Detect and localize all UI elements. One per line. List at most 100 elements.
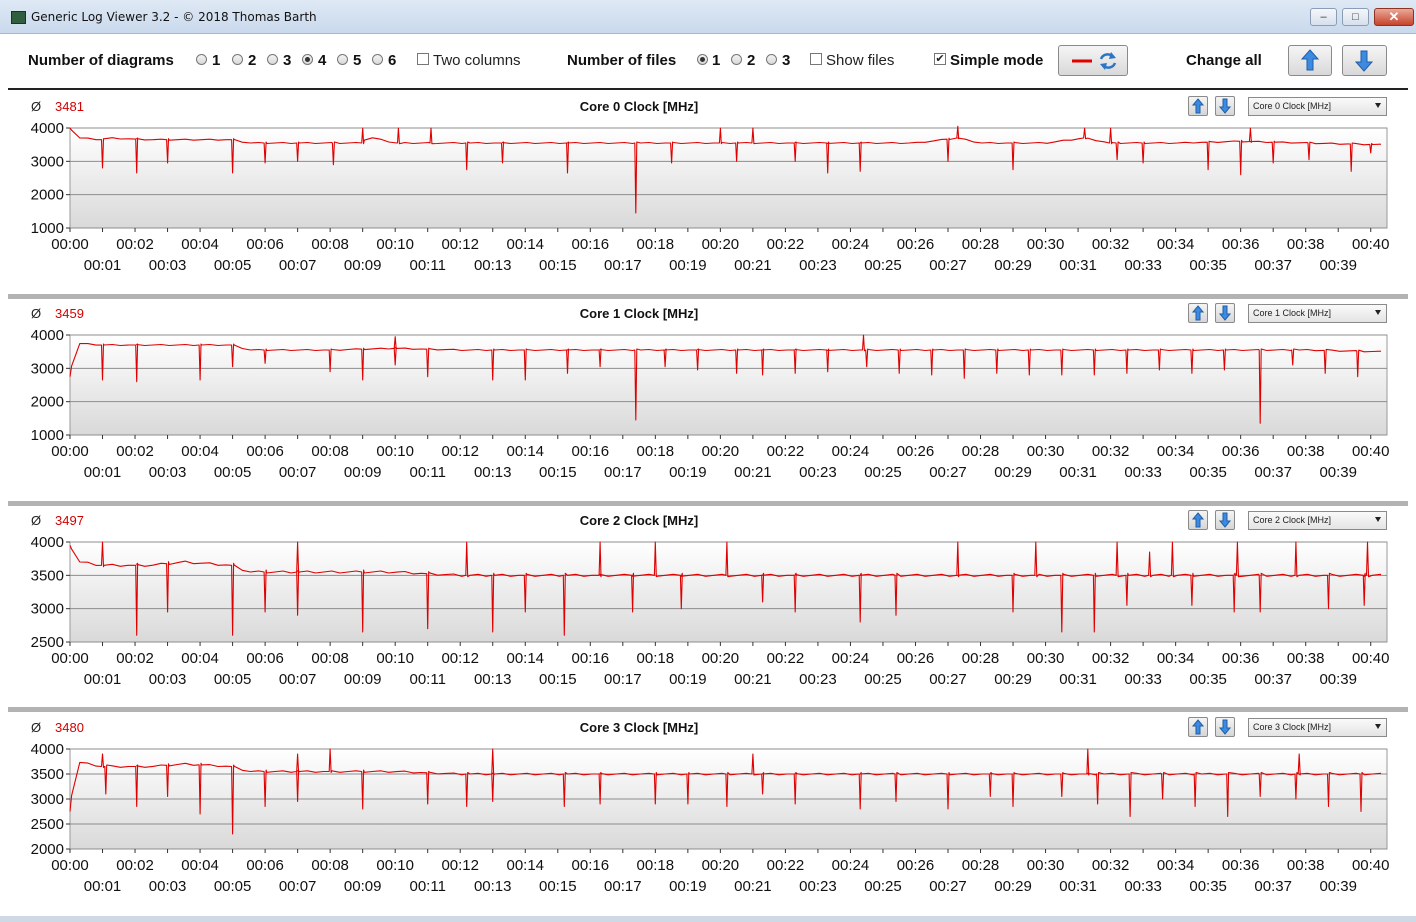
x-tick-label: 00:26 — [897, 443, 935, 460]
show-files-checkbox[interactable] — [810, 53, 822, 65]
chevron-down-icon — [1375, 310, 1381, 315]
series-selector[interactable]: Core 0 Clock [MHz] — [1248, 97, 1387, 116]
x-tick-label: 00:38 — [1287, 857, 1325, 874]
series-selector[interactable]: Core 2 Clock [MHz] — [1248, 511, 1387, 530]
x-tick-label: 00:00 — [51, 236, 89, 253]
plot-area — [69, 541, 1388, 643]
average-value: 3497 — [55, 513, 84, 528]
app-icon — [11, 11, 26, 24]
x-tick-label: 00:38 — [1287, 443, 1325, 460]
files-radio-2[interactable] — [731, 54, 742, 65]
x-tick-label: 00:01 — [84, 464, 122, 481]
x-tick-label: 00:09 — [344, 257, 382, 274]
panel-splitter[interactable] — [8, 501, 1408, 506]
y-tick-label: 4000 — [31, 327, 64, 344]
line-color-button[interactable] — [1058, 45, 1128, 76]
x-tick-label: 00:35 — [1189, 671, 1227, 688]
simple-mode-checkbox[interactable]: ✔ — [934, 53, 946, 65]
chart-title: Core 3 Clock [MHz] — [579, 720, 699, 735]
diagrams-radio-1[interactable] — [196, 54, 207, 65]
x-tick-label: 00:13 — [474, 464, 512, 481]
y-tick-label: 4000 — [31, 120, 64, 137]
y-tick-label: 4000 — [31, 741, 64, 758]
x-tick-label: 00:07 — [279, 464, 317, 481]
x-tick-label: 00:19 — [669, 464, 707, 481]
average-symbol: Ø — [31, 99, 42, 114]
move-up-button[interactable] — [1188, 303, 1208, 323]
diagrams-radio-2[interactable] — [232, 54, 243, 65]
x-tick-label: 00:38 — [1287, 236, 1325, 253]
y-tick-label: 3000 — [31, 601, 64, 618]
x-tick-label: 00:00 — [51, 650, 89, 667]
x-tick-label: 00:08 — [311, 443, 349, 460]
move-down-button[interactable] — [1215, 510, 1235, 530]
series-line — [69, 125, 1382, 214]
maximize-button[interactable]: □ — [1342, 8, 1369, 26]
move-down-button[interactable] — [1215, 717, 1235, 737]
arrow-down-icon — [1218, 719, 1232, 735]
diagrams-radio-3[interactable] — [267, 54, 278, 65]
x-tick-label: 00:20 — [702, 443, 740, 460]
x-tick-label: 00:08 — [311, 857, 349, 874]
two-columns-checkbox[interactable] — [417, 53, 429, 65]
x-tick-label: 00:25 — [864, 878, 902, 895]
change-all-label: Change all — [1186, 52, 1262, 69]
series-selector[interactable]: Core 1 Clock [MHz] — [1248, 304, 1387, 323]
x-tick-label: 00:11 — [409, 464, 445, 481]
x-tick-label: 00:23 — [799, 878, 837, 895]
series-selector[interactable]: Core 3 Clock [MHz] — [1248, 718, 1387, 737]
x-tick-label: 00:22 — [767, 443, 805, 460]
x-tick-label: 00:16 — [572, 443, 610, 460]
x-tick-label: 00:23 — [799, 671, 837, 688]
panel-splitter[interactable] — [8, 294, 1408, 299]
close-button[interactable]: ✕ — [1374, 8, 1414, 26]
chart-panel: Ø 3497 Core 2 Clock [MHz] Core 2 Clock [MHz… — [8, 506, 1408, 706]
chart-title: Core 0 Clock [MHz] — [579, 99, 699, 114]
diagrams-radio-6[interactable] — [372, 54, 383, 65]
x-tick-label: 00:13 — [474, 257, 512, 274]
x-tick-label: 00:26 — [897, 236, 935, 253]
x-tick-label: 00:06 — [246, 650, 284, 667]
files-radio-1[interactable] — [697, 54, 708, 65]
move-up-button[interactable] — [1188, 510, 1208, 530]
x-tick-label: 00:33 — [1124, 878, 1162, 895]
x-tick-label: 00:05 — [214, 878, 252, 895]
x-tick-label: 00:32 — [1092, 236, 1130, 253]
x-tick-label: 00:05 — [214, 671, 252, 688]
move-down-button[interactable] — [1215, 96, 1235, 116]
move-up-button[interactable] — [1188, 717, 1208, 737]
panel-splitter[interactable] — [8, 707, 1408, 712]
series-line — [69, 541, 1382, 636]
x-tick-label: 00:21 — [734, 257, 772, 274]
move-all-down-button[interactable] — [1342, 45, 1387, 76]
y-tick-label: 2500 — [31, 816, 64, 833]
x-tick-label: 00:12 — [441, 650, 479, 667]
x-tick-label: 00:28 — [962, 443, 1000, 460]
two-columns-label: Two columns — [433, 52, 521, 69]
move-up-button[interactable] — [1188, 96, 1208, 116]
window-titlebar: Generic Log Viewer 3.2 - © 2018 Thomas B… — [0, 0, 1416, 34]
average-symbol: Ø — [31, 720, 42, 735]
diagrams-radio-5[interactable] — [337, 54, 348, 65]
x-tick-label: 00:04 — [181, 650, 219, 667]
x-tick-label: 00:30 — [1027, 650, 1065, 667]
move-down-button[interactable] — [1215, 303, 1235, 323]
x-tick-label: 00:34 — [1157, 650, 1195, 667]
minimize-button[interactable]: – — [1310, 8, 1337, 26]
files-radio-3[interactable] — [766, 54, 777, 65]
x-tick-label: 00:24 — [832, 650, 870, 667]
y-tick-label: 4000 — [31, 534, 64, 551]
y-tick-label: 3500 — [31, 567, 64, 584]
x-tick-label: 00:11 — [409, 878, 445, 895]
x-tick-label: 00:37 — [1254, 257, 1292, 274]
diagrams-radio-4[interactable] — [302, 54, 313, 65]
x-tick-label: 00:02 — [116, 857, 154, 874]
show-files-label: Show files — [826, 52, 895, 69]
window-title: Generic Log Viewer 3.2 - © 2018 Thomas B… — [31, 10, 317, 24]
minimize-icon: – — [1320, 11, 1327, 23]
x-tick-label: 00:03 — [149, 671, 187, 688]
x-tick-label: 00:09 — [344, 878, 382, 895]
move-all-up-button[interactable] — [1288, 45, 1332, 76]
x-tick-label: 00:07 — [279, 671, 317, 688]
